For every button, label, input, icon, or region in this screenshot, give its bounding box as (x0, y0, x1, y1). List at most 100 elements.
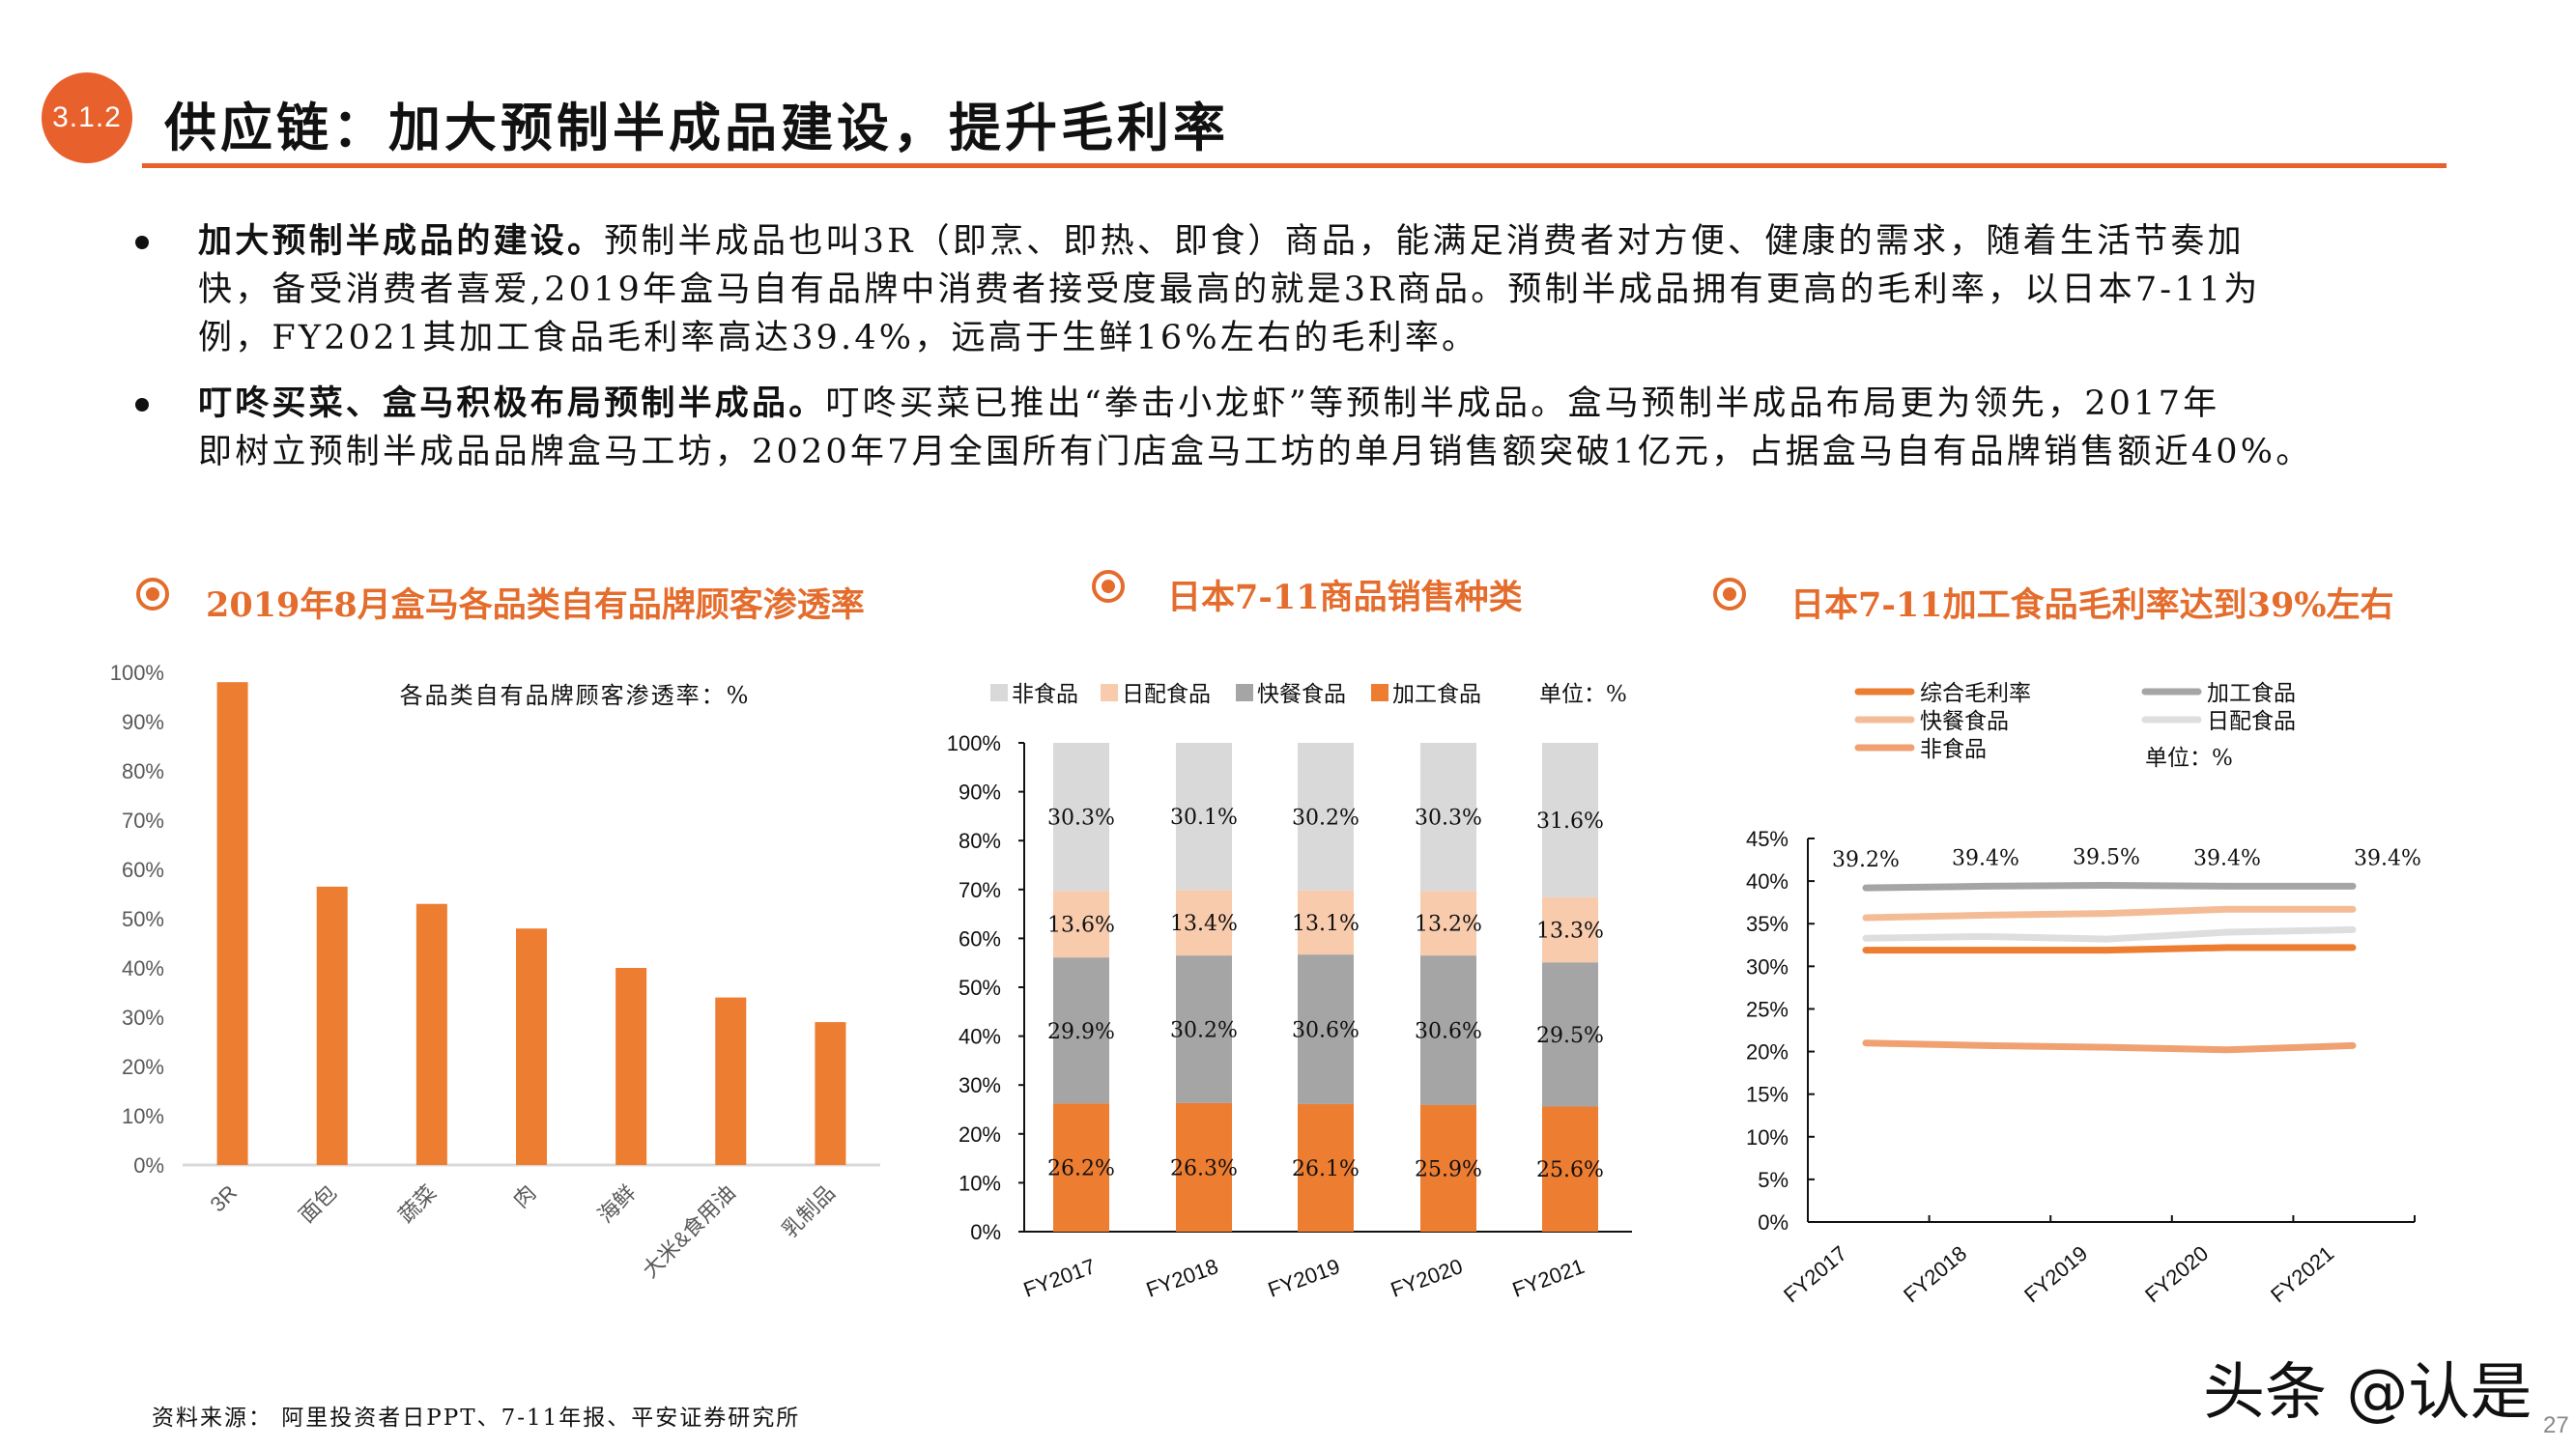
line-series-4 (1862, 925, 2357, 943)
y-tick-label: 45% (1746, 827, 1789, 851)
line-series-3 (1862, 905, 2357, 922)
y-tick-label: 100% (110, 661, 164, 685)
bullet-2-line-1: 叮咚买菜、盒马积极布局预制半成品。叮咚买菜已推出“拳击小龙虾”等预制半成品。盒马… (198, 383, 2219, 425)
x-tick-label: FY2021 (2266, 1241, 2338, 1308)
bullet-2-text: 叮咚买菜已推出“拳击小龙虾”等预制半成品。盒马预制半成品布局更为领先，2017年 (825, 384, 2220, 423)
y-tick-label: 70% (122, 809, 164, 833)
x-tick-label: 面包 (294, 1180, 341, 1228)
y-tick-label: 90% (959, 781, 1001, 805)
data-label: 39.2% (1832, 848, 1900, 872)
section-number-badge: 3.1.2 (42, 72, 132, 163)
y-tick-label: 0% (1758, 1210, 1789, 1235)
y-tick-label: 100% (947, 731, 1001, 755)
bullet-dot (135, 236, 149, 249)
stacked-bar-segment (1176, 890, 1232, 956)
bar (815, 1022, 846, 1165)
data-label: 39.4% (2193, 846, 2261, 870)
stacked-bar-segment (1298, 1103, 1354, 1232)
y-tick-label: 10% (122, 1104, 164, 1128)
y-tick-label: 0% (133, 1153, 164, 1178)
stacked-bar-segment (1542, 962, 1598, 1107)
bar (415, 903, 447, 1165)
bullet-1-heading: 加大预制半成品的建设。 (198, 221, 605, 261)
bar (316, 886, 348, 1165)
stacked-bar-segment (1176, 743, 1232, 891)
chart-3-title: 日本7-11加工食品毛利率达到39%左右 (1790, 585, 2394, 625)
stacked-bar-segment (1542, 743, 1598, 897)
x-tick-label: FY2018 (1143, 1254, 1221, 1302)
bullet-1-line-3: 例，FY2021其加工食品毛利率高达39.4%，远高于生鲜16%左右的毛利率。 (198, 319, 1479, 357)
line-series-5 (1862, 1039, 2357, 1054)
bullet-1-text: 预制半成品也叫3R（即烹、即热、即食）商品，能满足消费者对方便、健康的需求，随着… (604, 222, 2245, 261)
y-tick-label: 80% (122, 759, 164, 783)
data-label: 25.6% (1536, 1158, 1604, 1182)
y-tick-label: 20% (1746, 1040, 1789, 1065)
data-label: 30.3% (1047, 807, 1115, 831)
y-tick-label: 80% (959, 829, 1001, 853)
page-number: 27 (2543, 1412, 2569, 1438)
line-series-1 (1862, 944, 2357, 954)
y-tick-label: 40% (122, 956, 164, 980)
data-label: 30.6% (1292, 1019, 1360, 1043)
legend-label: 非食品 (1920, 737, 1987, 762)
y-tick-label: 0% (970, 1220, 1001, 1244)
legend-label: 快餐食品 (1920, 709, 2009, 734)
chart-1-title: 2019年8月盒马各品类自有品牌顾客渗透率 (206, 585, 865, 625)
target-icon (1713, 578, 1746, 611)
x-tick-label: FY2019 (1265, 1254, 1343, 1302)
stacked-bar-segment (1542, 896, 1598, 963)
bullet-dot (135, 398, 149, 412)
data-label: 31.6% (1536, 810, 1604, 834)
data-label: 13.2% (1415, 913, 1482, 937)
target-icon (1092, 570, 1125, 603)
title-divider (142, 163, 2447, 168)
legend-label: 非食品 (1012, 682, 1078, 707)
page-title: 供应链：加大预制半成品建设，提升毛利率 (164, 97, 1229, 158)
data-label: 13.4% (1170, 912, 1238, 936)
y-tick-label: 30% (959, 1073, 1001, 1097)
data-label: 13.3% (1536, 920, 1604, 944)
target-icon (136, 578, 169, 611)
data-label: 39.4% (1952, 846, 2019, 870)
y-tick-label: 70% (959, 878, 1001, 902)
x-tick-label: FY2020 (2140, 1241, 2213, 1308)
y-tick-label: 10% (1746, 1125, 1789, 1150)
stacked-bar-segment (1420, 891, 1476, 956)
y-tick-label: 10% (959, 1171, 1001, 1195)
bar (715, 997, 747, 1165)
x-tick-label: FY2020 (1388, 1254, 1466, 1302)
x-tick-label: FY2021 (1509, 1254, 1588, 1302)
line-series-2 (1862, 882, 2357, 892)
bullet-2-line-2: 即树立预制半成品品牌盒马工坊，2020年7月全国所有门店盒马工坊的单月销售额突破… (198, 433, 2313, 471)
stacked-bar-segment (1298, 890, 1354, 955)
y-tick-label: 30% (1746, 954, 1789, 979)
y-tick-label: 60% (959, 926, 1001, 951)
stacked-bar-segment (1176, 1102, 1232, 1232)
data-label: 13.6% (1047, 914, 1115, 938)
data-label: 29.5% (1536, 1024, 1604, 1048)
data-label: 25.9% (1415, 1157, 1482, 1181)
y-tick-label: 30% (122, 1006, 164, 1030)
data-label: 29.9% (1047, 1020, 1115, 1044)
data-label: 39.5% (2073, 846, 2140, 870)
stacked-bar-segment (1053, 891, 1109, 958)
x-tick-label: FY2018 (1899, 1241, 1971, 1308)
y-tick-label: 20% (959, 1122, 1001, 1147)
y-tick-label: 40% (1746, 869, 1789, 894)
stacked-bar-segment (1298, 743, 1354, 891)
stacked-bar-segment (1542, 1106, 1598, 1232)
legend-label: 加工食品 (2207, 681, 2296, 706)
legend-label: 快餐食品 (1257, 682, 1346, 707)
watermark: 头条 @认是 (2203, 1357, 2533, 1429)
chart-subtitle: 各品类自有品牌顾客渗透率：% (400, 682, 751, 709)
bullet-2-heading: 叮咚买菜、盒马积极布局预制半成品。 (198, 384, 826, 423)
y-tick-label: 90% (122, 710, 164, 734)
legend-label: 综合毛利率 (1920, 681, 2031, 706)
x-tick-label: FY2017 (1020, 1254, 1099, 1302)
data-label: 26.2% (1047, 1157, 1115, 1181)
stacked-bar-segment (1053, 957, 1109, 1104)
unit-label: 单位：% (2145, 746, 2233, 771)
data-label: 13.1% (1292, 912, 1360, 936)
bullet-1-line-1: 加大预制半成品的建设。预制半成品也叫3R（即烹、即热、即食）商品，能满足消费者对… (198, 220, 2245, 263)
legend-label: 加工食品 (1392, 682, 1481, 707)
